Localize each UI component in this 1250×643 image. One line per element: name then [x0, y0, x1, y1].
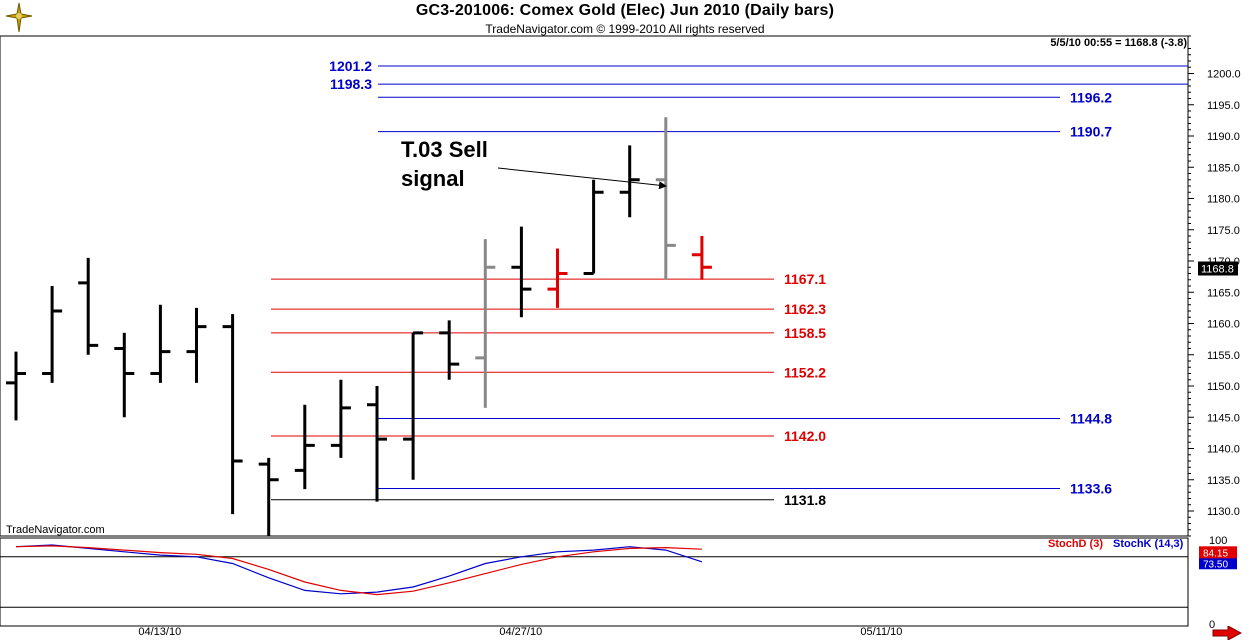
y-tick-label: 1195.0 [1207, 100, 1240, 112]
watermark: TradeNavigator.com [6, 524, 105, 536]
stoch-d-legend: StochD (3) [1048, 538, 1103, 550]
ohlc-bar [691, 236, 712, 280]
ohlc-bar [403, 331, 424, 480]
ohlc-bar [186, 307, 207, 383]
date-label: 04/27/10 [499, 626, 543, 638]
stoch-d-line [15, 545, 702, 596]
y-tick-label: 1185.0 [1207, 162, 1240, 174]
date-label: 04/13/10 [138, 626, 182, 638]
level-label-11: 1131.8 [784, 492, 826, 508]
chart-subtitle: TradeNavigator.com © 1999-2010 All right… [485, 22, 765, 36]
level-label-7: 1152.2 [784, 364, 826, 380]
level-label-8: 1144.8 [1070, 411, 1112, 427]
price-bars [6, 117, 712, 536]
level-label-9: 1142.0 [784, 428, 826, 444]
y-tick-label: 1175.0 [1207, 225, 1240, 237]
level-label-2: 1196.2 [1070, 89, 1112, 105]
annotation-line-1: T.03 Sell [401, 137, 488, 162]
ohlc-bar [114, 332, 135, 418]
chart-title: GC3-201006: Comex Gold (Elec) Jun 2010 (… [415, 2, 835, 19]
price-axis: 1130.0 1135.0 1140.0 1145.0 1150.0 1155.0 1160… [1188, 35, 1241, 537]
stoch-d-value-box [1199, 546, 1237, 559]
stoch-k-legend: StochK (14,3) [1113, 538, 1184, 550]
ohlc-bar [511, 226, 532, 318]
ohlc-bar [42, 286, 63, 383]
ohlc-bar [367, 386, 387, 502]
scroll-right-icon[interactable] [1212, 626, 1242, 640]
annotation-line-2: signal [401, 166, 465, 191]
ohlc-bar [6, 351, 26, 421]
ohlc-bar [150, 304, 171, 383]
level-label-1: 1198.3 [330, 76, 372, 92]
ohlc-bar [583, 179, 604, 275]
y-tick-label: 1155.0 [1207, 350, 1240, 362]
level-label-0: 1201.2 [329, 58, 372, 74]
cursor-readout: 5/5/10 00:55 = 1168.8 (-3.8) [1050, 37, 1187, 49]
y-tick-label: 1165.0 [1207, 287, 1240, 299]
level-label-3: 1190.7 [1070, 124, 1112, 140]
annotation-arrow [497, 167, 667, 190]
ohlc-bar [258, 457, 279, 536]
ohlc-bar [619, 145, 640, 218]
y-tick-label: 1190.0 [1207, 131, 1240, 143]
oscillator-panel-frame [0, 537, 1189, 627]
stoch-d-value: 84.15 [1203, 548, 1228, 559]
level-label-10: 1133.6 [1070, 481, 1112, 497]
osc-y-tick-label: 0 [1209, 619, 1215, 631]
ohlc-bar [547, 248, 568, 308]
stoch-k-value-box [1199, 557, 1237, 570]
last-price-box [1198, 261, 1238, 276]
stoch-k-line [15, 544, 703, 595]
level-label-5: 1162.3 [784, 301, 826, 317]
sell-signal-annotation: T.03 Sell signal [401, 137, 667, 191]
price-panel-frame [0, 35, 1189, 537]
y-tick-label: 1130.0 [1207, 506, 1240, 518]
ohlc-bar [294, 404, 315, 490]
ohlc-bar [439, 320, 460, 380]
level-label-4: 1167.1 [784, 271, 826, 287]
ohlc-bar [655, 117, 676, 280]
y-tick-label: 1150.0 [1207, 381, 1240, 393]
ohlc-bar [475, 239, 496, 408]
y-tick-label: 1135.0 [1207, 475, 1240, 487]
ohlc-bar [222, 314, 243, 515]
ohlc-bar [330, 379, 351, 458]
y-tick-label: 1145.0 [1207, 412, 1240, 424]
ohlc-bar [78, 257, 99, 355]
level-label-6: 1158.5 [784, 325, 826, 341]
y-tick-label: 1200.0 [1207, 69, 1241, 81]
trade-navigator-logo-icon [4, 2, 34, 34]
y-tick-label: 1160.0 [1207, 319, 1240, 331]
y-tick-label: 1140.0 [1207, 444, 1240, 456]
osc-y-tick-label: 100 [1209, 535, 1227, 547]
date-label: 05/11/10 [860, 626, 903, 638]
stoch-k-value: 73.50 [1203, 559, 1228, 570]
last-price-label: 1168.8 [1201, 264, 1234, 276]
y-tick-label: 1180.0 [1207, 194, 1240, 206]
